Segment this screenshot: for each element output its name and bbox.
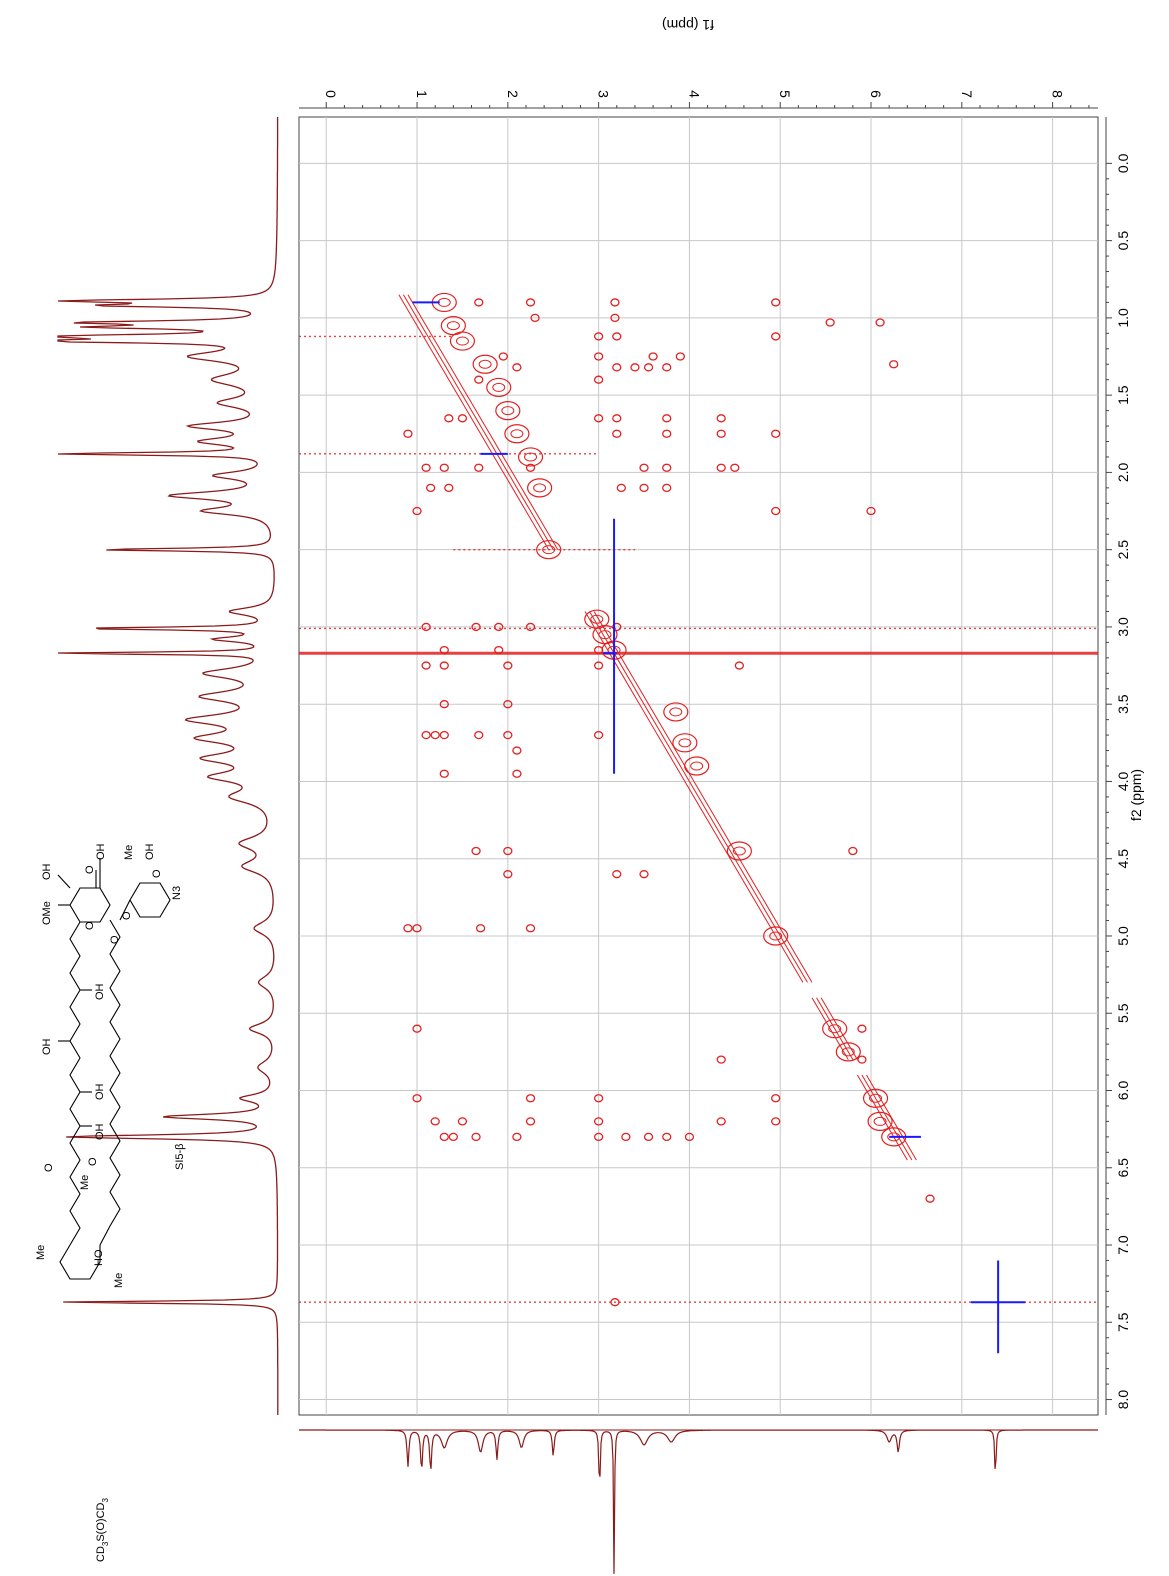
f2-tick-label: 4.5 <box>1115 849 1131 869</box>
f1-tick-label: 8 <box>1050 90 1066 98</box>
f2-axis-title: f2 (ppm) <box>1128 769 1144 821</box>
structure-bond-oh5 <box>58 875 70 888</box>
f2-tick-label: 0.5 <box>1115 231 1131 251</box>
f1-tick-label: 7 <box>959 90 975 98</box>
f2-tick-label: 3.5 <box>1115 694 1131 714</box>
top-trace <box>58 117 278 1415</box>
structure-polyene <box>100 920 120 1245</box>
atom-oh-c: OH <box>95 843 107 860</box>
atom-ome: OMe <box>41 901 53 925</box>
f2-tick-label: 6.5 <box>1115 1158 1131 1178</box>
atom-me-c: Me <box>113 1273 125 1288</box>
structure-pyran-ring <box>70 888 110 922</box>
atom-o-c: O <box>87 1157 99 1166</box>
f2-tick-label: 2.5 <box>1115 540 1131 560</box>
atom-o-b: O <box>84 921 96 930</box>
f2-axis: 0.00.51.01.52.02.53.03.54.04.55.05.56.06… <box>1106 117 1144 1415</box>
atom-n3: N3 <box>171 886 183 900</box>
atom-ho: HO <box>93 1249 105 1266</box>
f1-axis: 0 1 2 3 4 5 6 7 8 f1 (ppm) <box>299 17 1098 108</box>
side-trace <box>299 1430 1098 1574</box>
atom-o-f: O <box>151 869 163 878</box>
f2-tick-label: 8.0 <box>1115 1390 1131 1410</box>
f1-projection-trace <box>299 1430 1098 1574</box>
f1-tick-label: 2 <box>505 90 521 98</box>
atom-o-e: O <box>121 911 133 920</box>
f2-projection-trace <box>58 117 278 1415</box>
structure-upper-chain <box>70 922 80 1245</box>
atom-me-a: Me <box>79 1175 91 1190</box>
plot-frame <box>299 117 1098 1415</box>
structure-labels: OH OMe OH OH OH O O O O OH OH Me Me Me H… <box>35 843 183 1288</box>
atom-o-a: O <box>84 865 96 874</box>
atom-oh-a: OH <box>41 1038 53 1055</box>
structure-sugar-ring <box>130 883 170 917</box>
f2-tick-label: 5.0 <box>1115 926 1131 946</box>
f1-axis-title: f1 (ppm) <box>662 17 714 33</box>
f2-tick-label: 7.0 <box>1115 1235 1131 1255</box>
atom-o-d: O <box>43 1163 55 1172</box>
f2-tick-label: 2.0 <box>1115 462 1131 482</box>
f1-tick-label: 0 <box>323 90 339 98</box>
atom-me-d: Me <box>123 845 135 860</box>
f2-tick-label: 6.0 <box>1115 1081 1131 1101</box>
compound-label: SI5-β <box>174 1143 186 1170</box>
atom-oh-d: OH <box>94 983 106 1000</box>
f1-tick-label: 3 <box>596 90 612 98</box>
atom-oh-g: OH <box>144 843 156 860</box>
atom-oh-e: OH <box>94 1083 106 1100</box>
f1-tick-label: 4 <box>686 90 702 98</box>
f2-tick-label: 3.0 <box>1115 617 1131 637</box>
plot-area <box>299 117 1098 1415</box>
atom-o-g: O <box>109 935 121 944</box>
f2-tick-label: 0.0 <box>1115 153 1131 173</box>
f1-tick-label: 5 <box>777 90 793 98</box>
f1-tick-label: 1 <box>414 90 430 98</box>
atom-oh-f: OH <box>94 1123 106 1140</box>
f2-tick-label: 1.0 <box>1115 308 1131 328</box>
solvent-label: CD3S(O)CD3 <box>95 1498 110 1562</box>
atom-oh-b: OH <box>41 863 53 880</box>
f1-tick-label: 6 <box>868 90 884 98</box>
f2-tick-label: 1.5 <box>1115 385 1131 405</box>
f2-tick-label: 5.5 <box>1115 1003 1131 1023</box>
chemical-structure <box>58 858 170 1279</box>
f2-tick-label: 7.5 <box>1115 1312 1131 1332</box>
atom-me-b: Me <box>35 1245 47 1260</box>
